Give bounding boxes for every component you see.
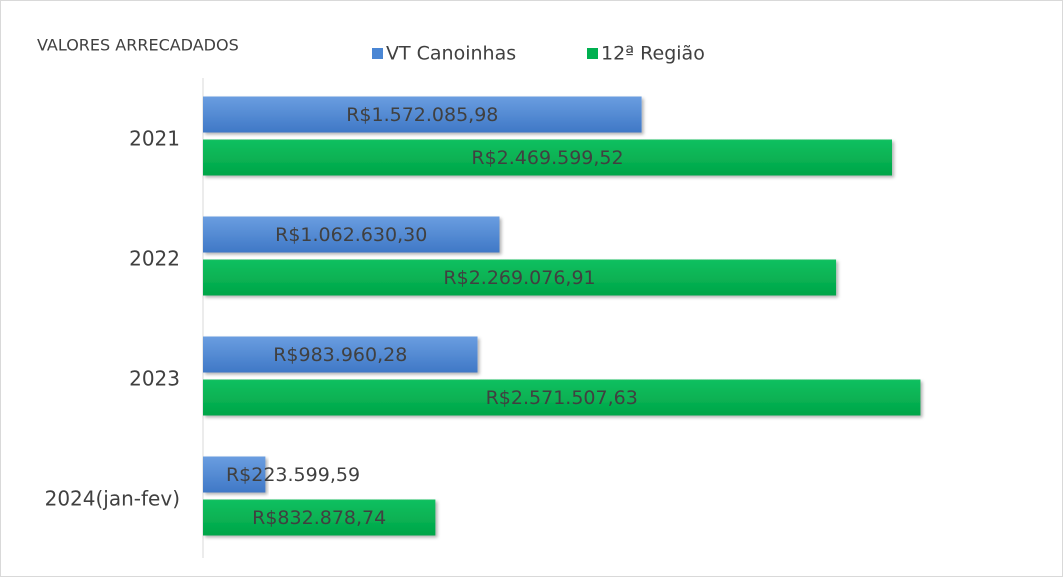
y-tick-label: 2023 [129,367,180,391]
y-tick-label: 2021 [129,127,180,151]
legend-swatch [587,48,598,59]
data-label: R$832.878,74 [252,507,386,529]
bar [203,499,436,536]
data-label: R$1.572.085,98 [346,104,498,126]
bar [203,336,478,373]
bar [203,96,642,133]
chart-title: VALORES ARRECADADOS [37,36,239,55]
data-label: R$1.062.630,30 [275,224,427,246]
bar [203,379,921,416]
legend-label: VT Canoinhas [386,43,516,65]
data-label: R$983.960,28 [273,344,407,366]
bar [203,456,266,493]
data-label: R$223.599,59 [226,464,360,486]
data-label: R$2.469.599,52 [471,147,623,169]
legend-swatch [372,48,383,59]
data-label: R$2.571.507,63 [486,387,638,409]
legend-label: 12ª Região [601,43,705,65]
bar [203,259,837,296]
y-tick-label: 2024(jan-fev) [45,487,180,511]
bar [203,139,893,176]
bar [203,216,500,253]
data-label: R$2.269.076,91 [443,267,595,289]
y-tick-label: 2022 [129,247,180,271]
